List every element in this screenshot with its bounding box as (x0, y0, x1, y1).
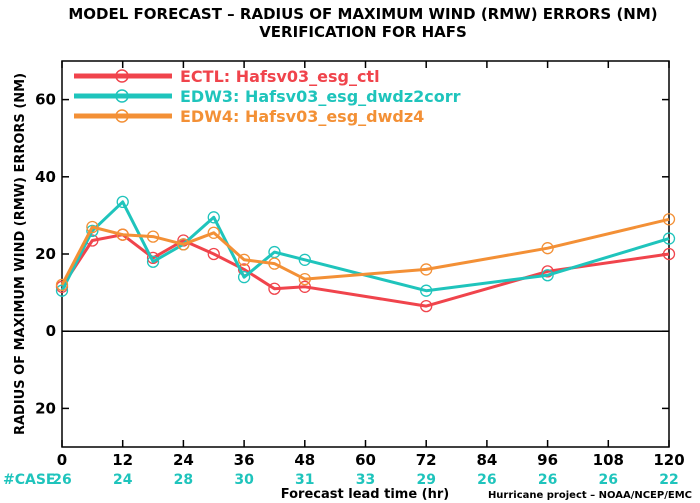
case-count: 29 (416, 472, 435, 488)
x-tick-label: 48 (294, 451, 315, 469)
legend-label: EDW4: Hafsv03_esg_dwdz4 (180, 107, 424, 126)
y-tick-label: 0 (46, 322, 56, 340)
data-point (268, 282, 281, 295)
x-tick-label: 0 (57, 451, 67, 469)
data-point (662, 247, 676, 261)
data-point (237, 253, 251, 266)
data-point (146, 255, 160, 268)
case-count: 33 (356, 472, 375, 488)
y-axis-label: RADIUS OF MAXIMUM WIND (RMW) ERRORS (NM) (13, 73, 28, 435)
x-tick-label: 120 (653, 451, 684, 469)
case-count: 26 (538, 472, 557, 488)
x-tick-label: 84 (476, 451, 497, 469)
legend-marker (115, 109, 129, 123)
data-point (116, 228, 129, 241)
case-count: 24 (113, 472, 133, 488)
data-point (541, 265, 554, 278)
data-point (207, 211, 220, 224)
data-point (298, 272, 311, 286)
case-count: 28 (174, 472, 193, 488)
y-tick-label: 60 (35, 91, 56, 109)
data-point (662, 232, 676, 245)
x-tick-label: 60 (355, 451, 376, 469)
y-tick-label: 20 (35, 399, 56, 417)
x-tick-label: 72 (416, 451, 437, 469)
legend-label: ECTL: Hafsv03_esg_ctl (180, 67, 380, 86)
x-tick-label: 12 (112, 451, 133, 469)
case-count: 31 (295, 472, 314, 488)
data-point (662, 213, 676, 226)
data-point (116, 195, 129, 209)
x-tick-label: 96 (537, 451, 558, 469)
data-point (420, 263, 433, 276)
data-point (86, 220, 99, 234)
data-point (55, 278, 69, 292)
data-point (237, 271, 251, 284)
data-point (207, 247, 220, 261)
data-point (268, 257, 281, 270)
data-point (298, 280, 311, 293)
x-axis-label: Forecast lead time (hr) (281, 487, 449, 502)
case-count: 26 (599, 472, 618, 488)
case-count: 26 (477, 472, 496, 488)
series-lines (55, 195, 676, 313)
case-count: 22 (659, 472, 678, 488)
series-line (60, 200, 670, 293)
series-3 (55, 213, 676, 292)
chart-subtitle: VERIFICATION FOR HAFS (259, 23, 467, 41)
x-axis-ticks: 0 12 24 36 48 60 72 84 96 108 120 (57, 61, 685, 469)
data-point (298, 253, 311, 266)
case-count: 30 (234, 472, 254, 488)
y-axis-ticks: 20 0 20 40 60 (35, 91, 669, 417)
series-2 (55, 195, 676, 297)
y-tick-label: 40 (35, 168, 56, 186)
series-line (60, 233, 670, 308)
data-point (55, 284, 69, 297)
case-count: 26 (52, 472, 71, 488)
data-point (541, 242, 554, 255)
data-point (146, 230, 160, 243)
data-point (541, 269, 554, 282)
data-point (177, 238, 190, 251)
case-label: #CASE (3, 472, 56, 488)
credit-text: Hurricane project – NOAA/NCEP/EMC (488, 490, 692, 501)
data-point (86, 224, 99, 237)
x-tick-label: 36 (234, 451, 255, 469)
data-point (420, 299, 433, 313)
data-point (207, 226, 220, 239)
y-tick-label: 20 (35, 245, 56, 263)
legend-marker (115, 69, 129, 83)
chart-title: MODEL FORECAST – RADIUS OF MAXIMUM WIND … (68, 5, 657, 23)
x-tick-label: 24 (173, 451, 194, 469)
legend-marker (115, 89, 129, 103)
legend-label: EDW3: Hafsv03_esg_dwdz2corr (180, 87, 461, 106)
data-point (420, 284, 433, 297)
x-tick-label: 108 (593, 451, 624, 469)
